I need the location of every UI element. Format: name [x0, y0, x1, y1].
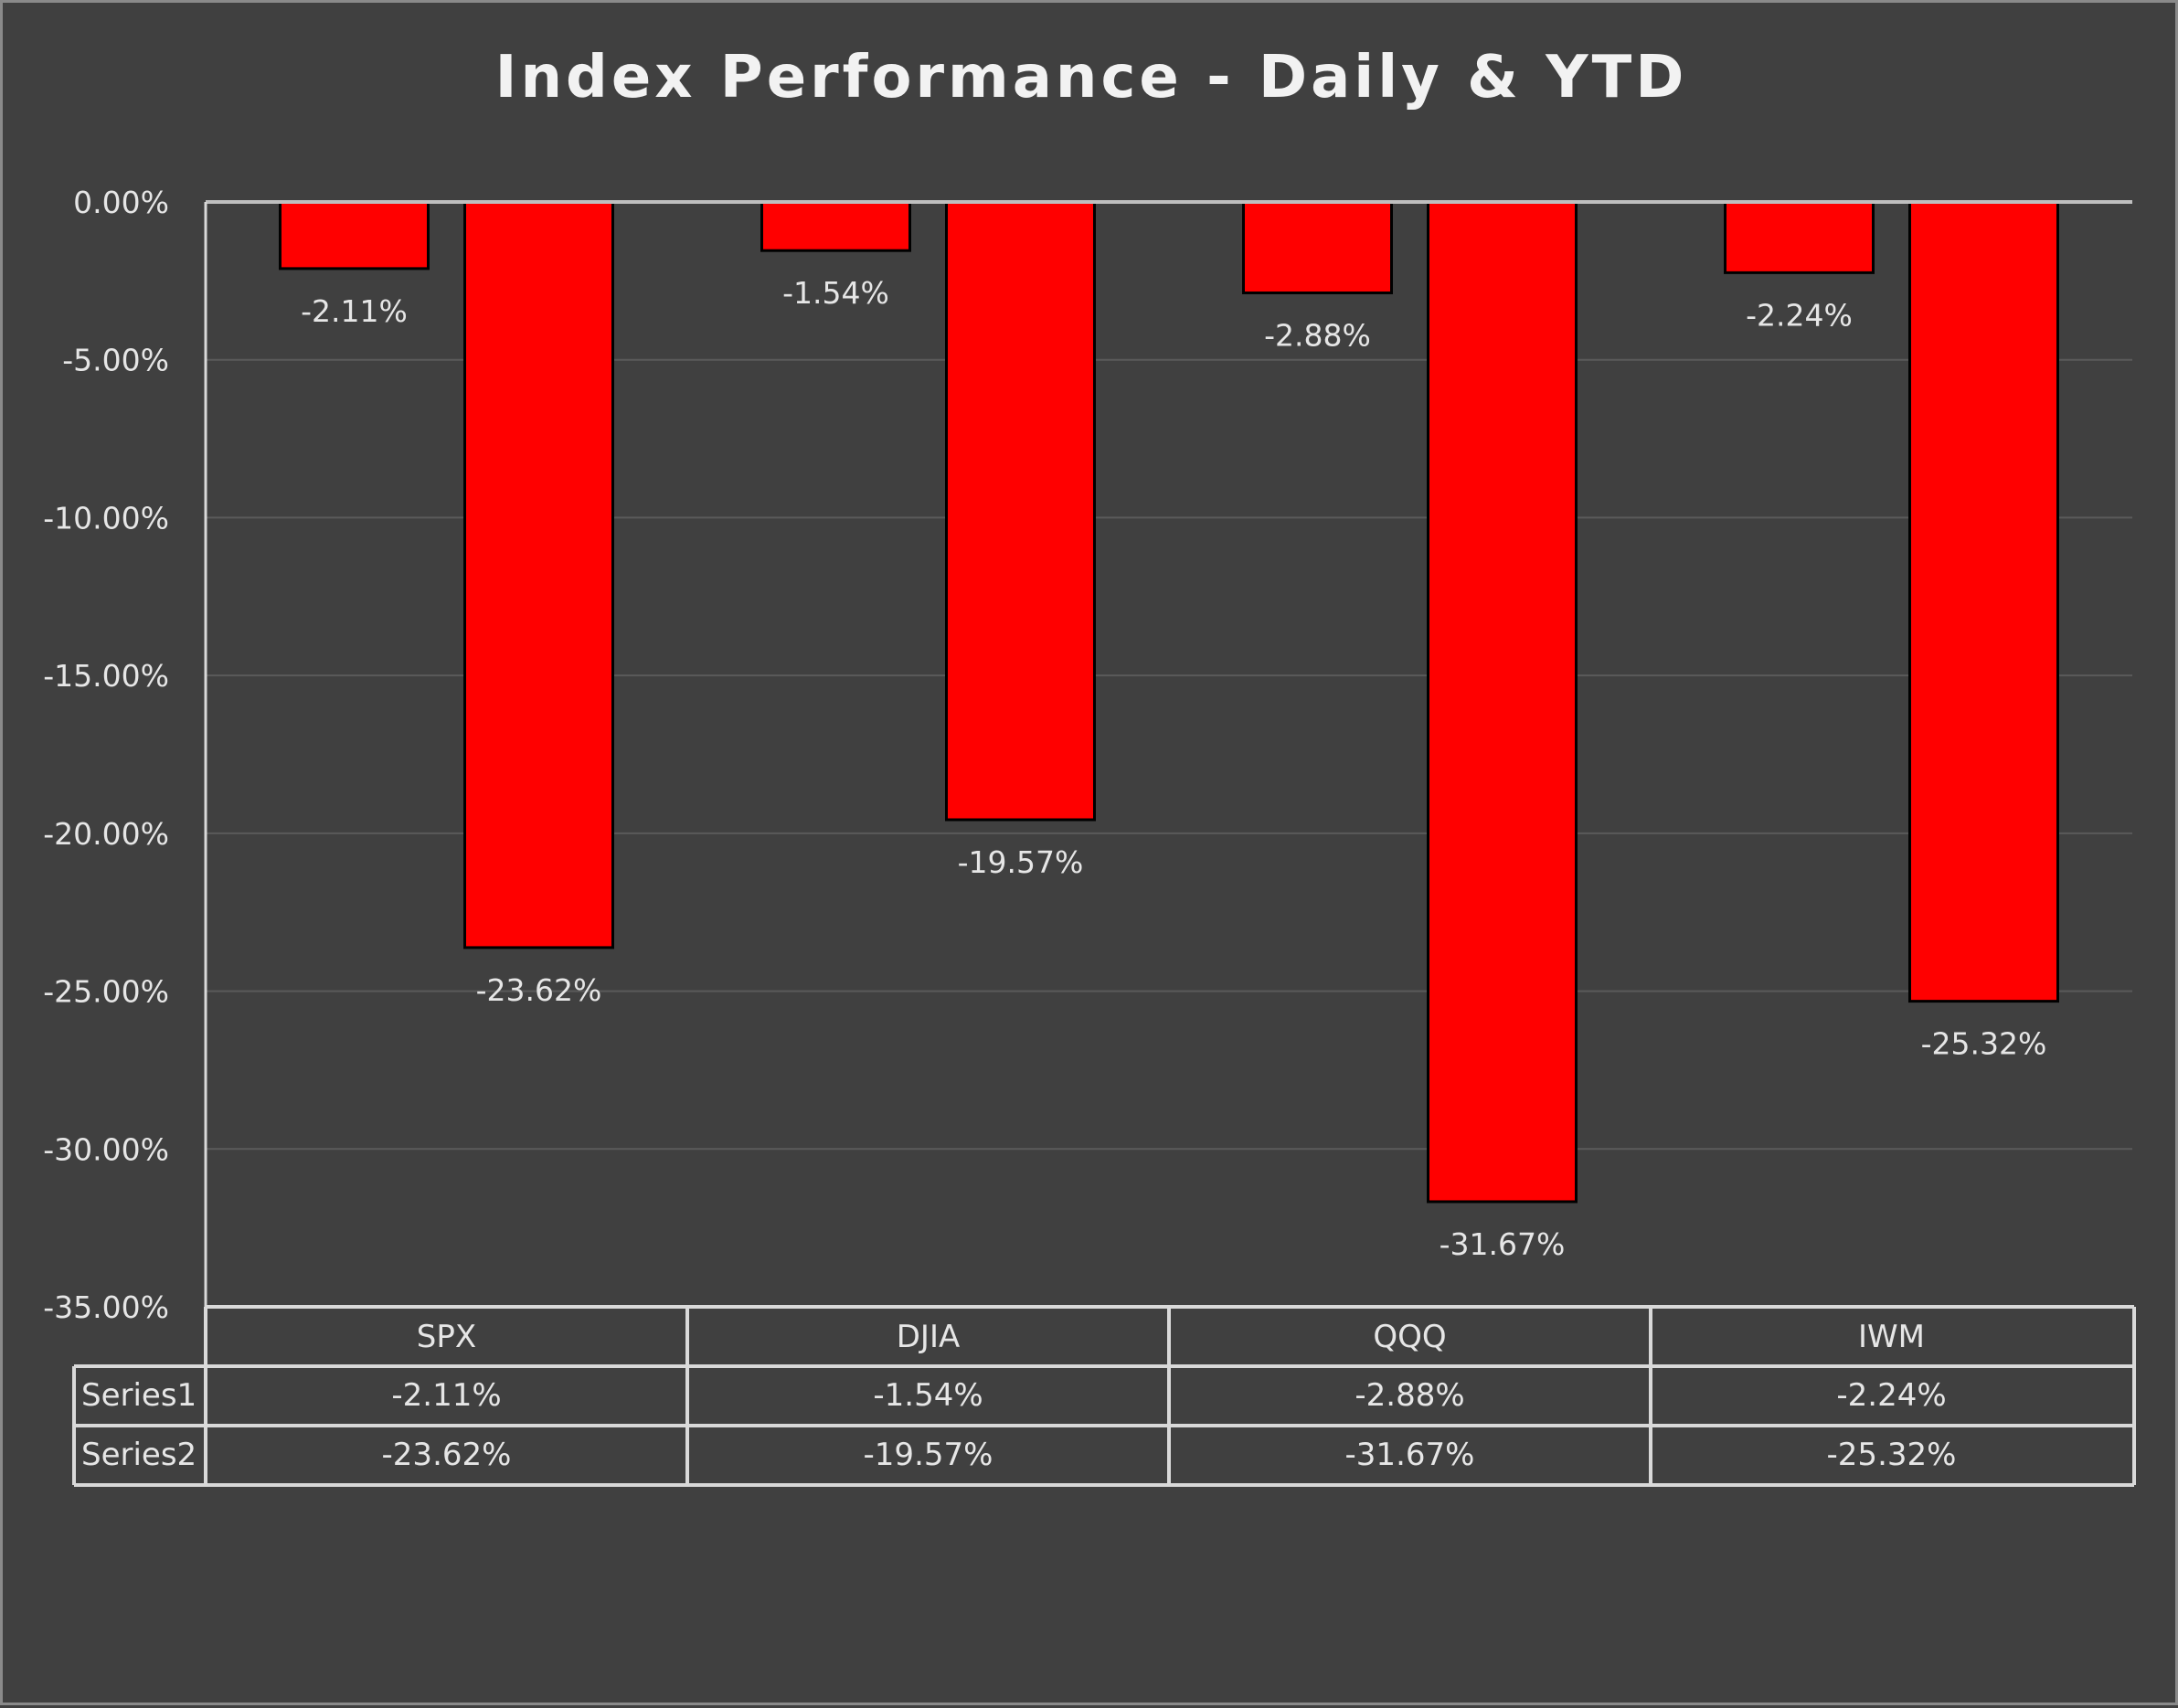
bar-qqq-series2 [1427, 200, 1578, 1204]
y-axis-tick-labels: 0.00% -5.00% -10.00% -15.00% -20.00% -25.00% -… [43, 185, 169, 1325]
chart-title: Index Performance - Daily & YTD [495, 44, 1688, 111]
y-tick-label: -5.00% [62, 343, 169, 378]
chart-canvas: Index Performance - Daily & YTD 0.00% -5.… [43, 44, 2136, 1487]
x-category-label: QQQ [1373, 1319, 1446, 1355]
data-table: SPX DJIA QQQ IWM Series1 -2.11% -1.54% -2.88% -2… [72, 1305, 2136, 1487]
data-label: -1.54% [782, 275, 889, 311]
data-label: -2.11% [301, 293, 408, 329]
bars [279, 200, 2059, 1204]
bar-djia-series2 [945, 200, 1096, 822]
table-cell: -2.11% [391, 1377, 501, 1414]
y-tick-label: -15.00% [43, 658, 169, 694]
y-tick-label: 0.00% [73, 185, 169, 220]
data-label: -23.62% [476, 972, 602, 1008]
bar-qqq-series1 [1242, 200, 1393, 294]
x-category-label: IWM [1858, 1319, 1925, 1355]
table-cell: -2.24% [1836, 1377, 1946, 1414]
y-tick-label: -20.00% [43, 816, 169, 852]
y-tick-label: -30.00% [43, 1131, 169, 1167]
bar-iwm-series2 [1908, 200, 2059, 1003]
y-tick-label: -35.00% [43, 1289, 169, 1325]
data-labels: -2.11% -23.62% -1.54% -19.57% -2.88% -31.67% -… [301, 275, 2046, 1262]
data-label: -19.57% [958, 844, 1084, 880]
data-label: -2.24% [1746, 297, 1853, 333]
table-cell: -1.54% [873, 1377, 983, 1414]
bar-djia-series1 [760, 200, 911, 252]
data-label: -25.32% [1921, 1026, 2047, 1062]
table-cell: -31.67% [1345, 1437, 1475, 1473]
table-series-name: Series2 [81, 1437, 197, 1473]
data-label: -2.88% [1264, 317, 1371, 353]
data-label: -31.67% [1440, 1226, 1566, 1262]
bar-iwm-series1 [1724, 200, 1875, 274]
table-series-name: Series1 [81, 1377, 197, 1414]
table-cell: -25.32% [1827, 1437, 1957, 1473]
table-cell: -19.57% [864, 1437, 993, 1473]
table-cell: -23.62% [382, 1437, 512, 1473]
y-tick-label: -10.00% [43, 500, 169, 536]
axes [204, 200, 2132, 1307]
y-tick-label: -25.00% [43, 974, 169, 1010]
table-cell: -2.88% [1355, 1377, 1464, 1414]
x-category-label: DJIA [897, 1319, 961, 1355]
bar-spx-series2 [463, 200, 614, 949]
bar-spx-series1 [279, 200, 430, 271]
x-category-label: SPX [417, 1319, 476, 1355]
